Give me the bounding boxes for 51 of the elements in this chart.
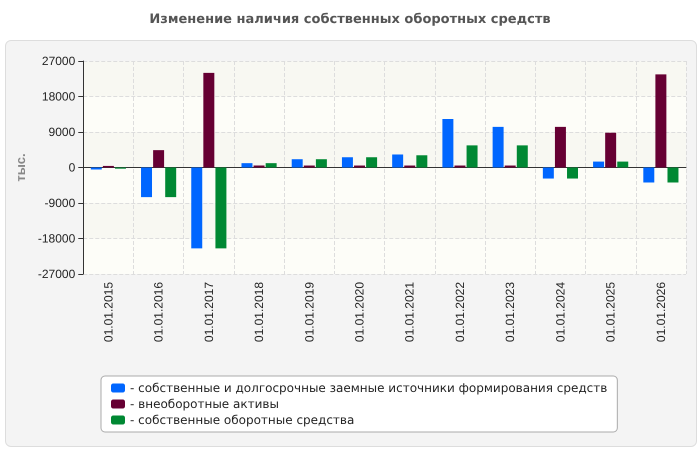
bar [316, 159, 327, 168]
bar [567, 168, 578, 179]
bar [153, 150, 164, 168]
legend-label: - собственные оборотные средства [130, 413, 354, 427]
bar [554, 126, 566, 168]
bar [141, 168, 152, 198]
bar [605, 132, 616, 168]
bar [655, 74, 666, 168]
legend-label: - внеоборотные активы [130, 397, 279, 411]
bar [241, 163, 252, 168]
bar [667, 168, 678, 182]
x-tick-label: 01.01.2026 [654, 282, 668, 342]
x-tick-label: 01.01.2018 [252, 282, 266, 342]
bar [593, 162, 604, 168]
bar [492, 126, 504, 168]
bar [643, 168, 654, 182]
x-tick-label: 01.01.2025 [604, 282, 618, 342]
x-tick-label: 01.01.2015 [101, 282, 116, 342]
bar [392, 154, 404, 168]
bar [617, 162, 628, 168]
y-axis-title: тыс. [13, 153, 28, 182]
y-tick-label: -18000 [38, 232, 76, 246]
legend-label: - собственные и долгосрочные заемные источники формирования средств [130, 381, 608, 395]
bar [542, 168, 554, 179]
y-tick-label: -27000 [38, 267, 76, 281]
x-tick-label: 01.01.2016 [152, 282, 166, 342]
bar [165, 168, 176, 198]
x-tick-label: 01.01.2017 [202, 282, 216, 342]
bar [203, 72, 214, 168]
y-tick-label: 18000 [42, 90, 76, 104]
bar [342, 157, 353, 168]
bar [366, 157, 378, 168]
bar [442, 118, 454, 168]
x-tick-label: 01.01.2023 [503, 282, 518, 342]
y-tick-label: -9000 [44, 196, 76, 210]
x-tick-label: 01.01.2024 [553, 282, 568, 342]
bar [266, 163, 277, 168]
bar [516, 145, 528, 168]
chart-title: Изменение наличия собственных оборотных средств [148, 11, 552, 29]
y-tick-label: 27000 [42, 54, 76, 68]
bar [215, 168, 226, 248]
bar [292, 159, 303, 168]
bar [466, 145, 478, 168]
x-tick-label: 01.01.2022 [452, 282, 467, 342]
y-tick-label: 9000 [48, 125, 76, 139]
x-tick-label: 01.01.2021 [402, 282, 417, 342]
bar [416, 155, 428, 168]
y-tick-label: 0 [68, 160, 76, 174]
x-tick-label: 01.01.2019 [302, 282, 316, 342]
x-tick-label: 01.01.2020 [352, 282, 367, 342]
bar [191, 168, 202, 248]
